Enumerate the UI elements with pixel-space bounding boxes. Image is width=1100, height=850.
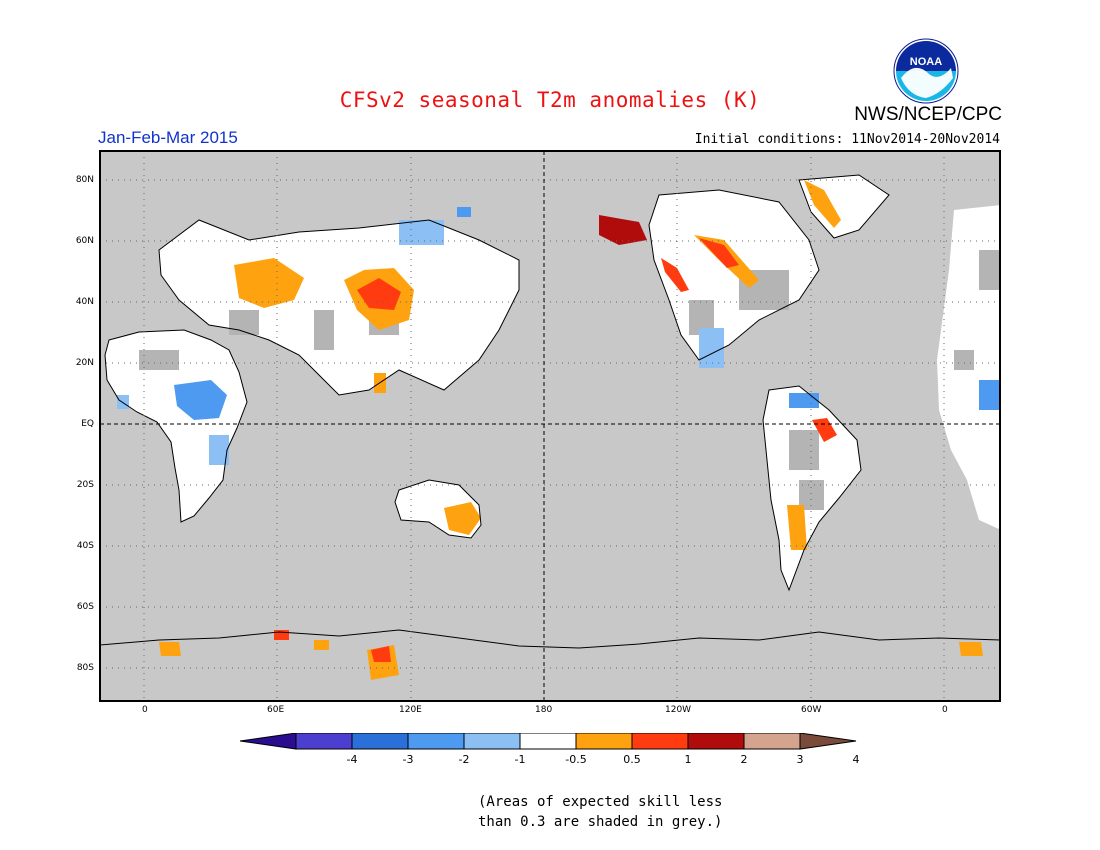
period-label: Jan-Feb-Mar 2015 — [98, 128, 238, 147]
lon-label: 120W — [665, 705, 692, 715]
colorbar-label: -4 — [347, 753, 358, 766]
near-normal-land — [105, 175, 1000, 590]
lon-label: 60W — [801, 705, 822, 715]
colorbar-label: 0.5 — [623, 753, 641, 766]
noaa-logo: NOAA — [893, 38, 959, 104]
map-frame — [99, 150, 1001, 702]
noaa-logo-text: NOAA — [910, 56, 942, 68]
colorbar-bin — [463, 733, 521, 750]
lat-label: 20S — [76, 480, 94, 490]
skill-note-line1: (Areas of expected skill less — [478, 794, 723, 810]
lat-label: 80N — [75, 175, 94, 185]
colorbar-label: -1 — [515, 753, 526, 766]
coastlines — [100, 174, 1000, 649]
colorbar: -4 -3 -2 -1 -0.5 0.5 1 2 3 4 — [240, 733, 860, 766]
lat-label: EQ — [81, 419, 94, 429]
lon-label: 120E — [399, 705, 422, 715]
colorbar-label: -2 — [459, 753, 470, 766]
colorbar-bin — [351, 733, 409, 750]
colorbar-bin — [519, 733, 577, 750]
lon-label: 0 — [942, 705, 948, 715]
colorbar-bin — [687, 733, 745, 750]
colorbar-label: 3 — [797, 753, 804, 766]
lat-labels: 80N 60N 40N 20N EQ 20S 40S 60S 80S — [60, 150, 96, 710]
colorbar-bin — [743, 733, 801, 750]
colorbar-bin — [407, 733, 465, 750]
colorbar-arrow-high — [799, 733, 857, 750]
colorbar-bin — [631, 733, 689, 750]
initial-conditions-label: Initial conditions: 11Nov2014-20Nov2014 — [694, 132, 1000, 147]
colorbar-label: -3 — [403, 753, 414, 766]
lat-label: 60S — [76, 602, 94, 612]
lon-label: 60E — [267, 705, 285, 715]
warm-anomalies — [159, 180, 983, 680]
lat-label: 20N — [75, 358, 94, 368]
colorbar-bin — [295, 733, 353, 750]
colorbar-bin — [575, 733, 633, 750]
lat-label: 40S — [76, 541, 94, 551]
colorbar-label: -0.5 — [565, 753, 586, 766]
chart-title: CFSv2 seasonal T2m anomalies (K) — [339, 88, 761, 112]
lat-label: 60N — [75, 236, 94, 246]
colorbar-label: 1 — [685, 753, 692, 766]
skill-note: (Areas of expected skill less than 0.3 a… — [478, 792, 722, 832]
lon-labels: 0 60E 120E 180 120W 60W 0 — [99, 705, 1001, 719]
organization-label: NWS/NCEP/CPC — [854, 104, 1002, 125]
anomaly-map — [99, 150, 1001, 702]
colorbar-label: 4 — [853, 753, 860, 766]
colorbar-arrow-low — [240, 733, 297, 750]
lat-label: 80S — [76, 663, 94, 673]
lon-label: 0 — [142, 705, 148, 715]
lat-label: 40N — [75, 297, 94, 307]
skill-note-line2: than 0.3 are shaded in grey.) — [478, 814, 723, 830]
cold-anomalies — [117, 207, 999, 465]
colorbar-label: 2 — [741, 753, 748, 766]
lon-label: 180 — [535, 705, 553, 715]
graticule — [100, 151, 1000, 701]
